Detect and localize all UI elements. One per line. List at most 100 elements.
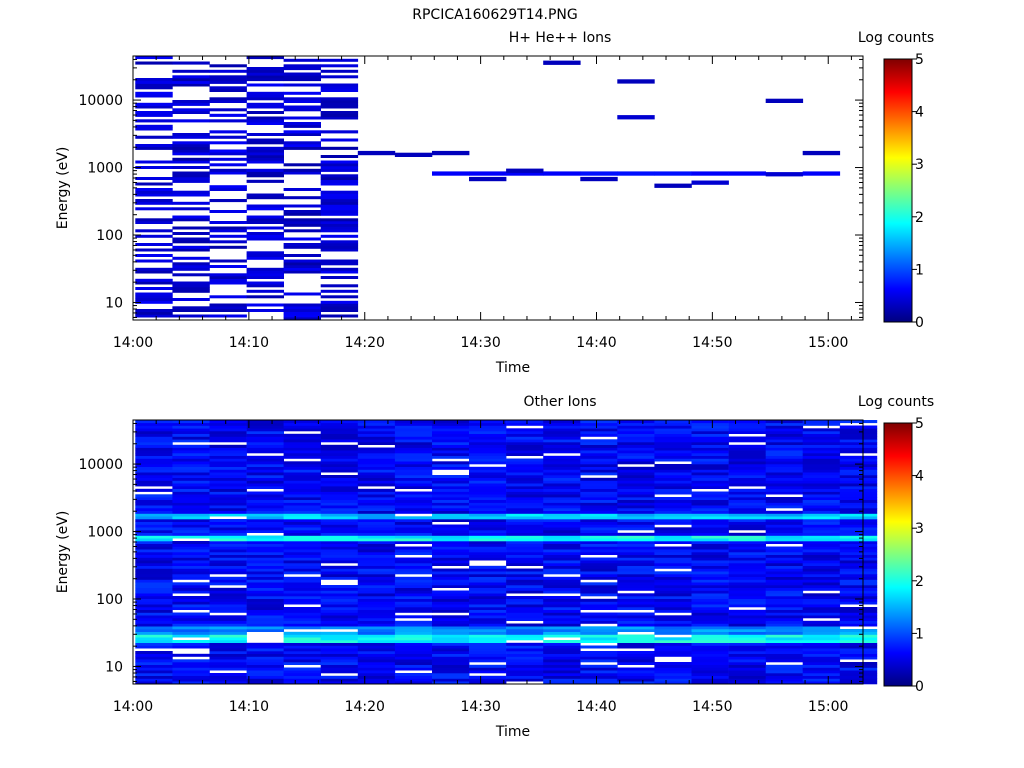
heatmap-cell [283,303,321,307]
heatmap-cell [506,168,544,173]
heatmap-cell [765,585,804,588]
heatmap-cell [394,629,433,632]
heatmap-cell [246,204,284,208]
heatmap-cell [135,582,173,586]
heatmap-cell [469,497,507,500]
heatmap-cell [654,651,692,654]
heatmap-cell [802,488,841,492]
heatmap-cell [283,116,321,120]
heatmap-cell [506,675,544,679]
heatmap-cell [209,488,247,492]
heatmap-cell [802,651,841,654]
heatmap-cell [432,505,470,509]
heatmap-cell [506,607,544,610]
heatmap-cell [172,439,210,443]
heatmap-cell [580,653,618,657]
heatmap-cell [394,464,433,467]
heatmap-cell [135,177,173,180]
heatmap-cell [135,447,173,451]
heatmap-cell [654,477,692,481]
heatmap-cell [357,508,396,511]
heatmap-cell [506,469,544,473]
heatmap-cell [543,538,581,542]
heatmap-cell [580,497,618,500]
heatmap-cell [469,532,507,536]
heatmap-cell [246,568,284,572]
heatmap-cell [802,596,841,599]
heatmap-cell [172,565,210,569]
heatmap-cell [246,620,284,624]
heatmap-cell [765,637,804,641]
heatmap-cell [654,458,692,462]
heatmap-cell [320,229,359,233]
heatmap-cell [543,557,581,561]
heatmap-cell [617,420,655,424]
x-tick-label: 14:50 [692,335,732,351]
heatmap-cell [394,532,433,536]
heatmap-cell [654,505,692,509]
heatmap-cell [357,488,396,492]
heatmap-cell [209,119,247,123]
heatmap-cell [209,306,247,310]
heatmap-cell [432,483,470,487]
heatmap-cell [543,587,581,591]
heatmap-cell [172,554,210,558]
heatmap-cell [691,508,729,511]
heatmap-cell [765,491,804,495]
heatmap-cell [432,543,470,547]
heatmap-cell [246,442,284,445]
heatmap-cell [172,436,210,440]
heatmap-cell [320,557,359,561]
heatmap-cell [394,516,433,520]
heatmap-cell [394,455,433,459]
heatmap-cell [209,309,247,312]
heatmap-cell [728,681,766,685]
heatmap-cell [320,455,359,459]
heatmap-cell [765,519,804,522]
heatmap-cell [654,183,692,188]
heatmap-cell [802,576,841,580]
heatmap-cell [320,458,359,462]
heatmap-cell [172,598,210,602]
heatmap-cell [728,458,766,462]
heatmap-cell [654,629,692,632]
heatmap-cell [802,565,841,569]
heatmap-cell [172,497,210,500]
heatmap-cell [580,571,618,575]
heatmap-cell [543,560,581,564]
heatmap-cell [394,607,433,610]
heatmap-cell [728,516,766,520]
heatmap-cell [283,229,321,233]
heatmap-cell [135,604,173,608]
heatmap-cell [506,546,544,550]
heatmap-cell [469,483,507,487]
heatmap-cell [728,453,766,456]
heatmap-cell [580,568,618,572]
heatmap-cell [469,593,507,597]
y-tick-label: 100 [96,228,123,244]
heatmap-cell [246,464,284,467]
heatmap-cell [172,494,210,498]
heatmap-cell [172,670,210,674]
heatmap-cell [283,83,321,87]
heatmap-cell [765,615,804,619]
heatmap-cell [246,436,284,440]
heatmap-cell [246,607,284,610]
heatmap-cell [394,656,433,660]
heatmap-cell [654,601,692,605]
heatmap-cell [172,552,210,555]
heatmap-cell [320,138,359,142]
heatmap-cell [543,530,581,533]
heatmap-cell [432,598,470,602]
heatmap-cell [320,656,359,660]
heatmap-cell [209,648,247,652]
heatmap-cell [320,464,359,467]
heatmap-cell [209,659,247,663]
heatmap-cell [617,546,655,550]
heatmap-cell [209,565,247,569]
heatmap-cell [506,527,544,531]
heatmap-cell [209,631,247,635]
heatmap-cell [283,130,321,134]
heatmap-cell [506,516,544,520]
heatmap-cell [320,300,359,304]
